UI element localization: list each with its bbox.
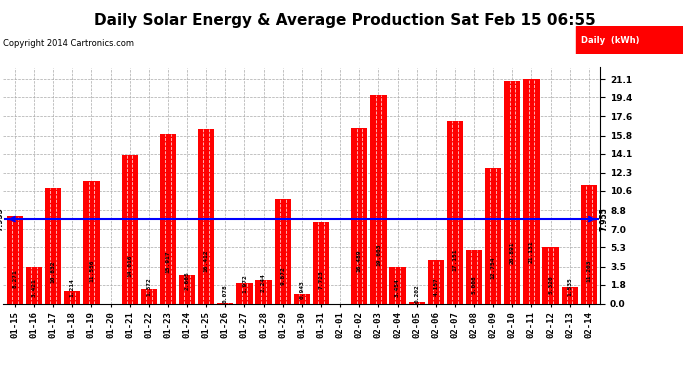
Text: 5.008: 5.008 xyxy=(471,275,477,294)
Bar xyxy=(7,216,23,304)
Text: 19.603: 19.603 xyxy=(376,244,381,266)
Text: 7.955: 7.955 xyxy=(600,207,609,231)
Bar xyxy=(542,247,559,304)
Bar xyxy=(408,302,425,304)
Bar xyxy=(447,121,463,304)
Text: 5.320: 5.320 xyxy=(548,275,553,294)
Bar xyxy=(523,79,540,304)
Text: 21.131: 21.131 xyxy=(529,241,534,263)
Bar xyxy=(121,154,138,304)
Text: 1.972: 1.972 xyxy=(242,274,247,293)
Text: 3.454: 3.454 xyxy=(395,278,400,297)
Text: 1.372: 1.372 xyxy=(146,278,151,297)
Bar xyxy=(576,26,683,54)
Bar xyxy=(83,181,99,304)
Text: 12.754: 12.754 xyxy=(491,257,495,279)
Text: 3.421: 3.421 xyxy=(32,279,37,297)
Text: 14.016: 14.016 xyxy=(127,254,132,277)
Text: 10.832: 10.832 xyxy=(50,261,56,283)
Bar xyxy=(562,287,578,304)
Text: Daily Solar Energy & Average Production Sat Feb 15 06:55: Daily Solar Energy & Average Production … xyxy=(94,13,596,28)
Bar xyxy=(466,251,482,304)
Text: Copyright 2014 Cartronics.com: Copyright 2014 Cartronics.com xyxy=(3,39,135,48)
Text: 16.412: 16.412 xyxy=(204,250,209,272)
Text: 2.244: 2.244 xyxy=(261,273,266,292)
Bar xyxy=(237,283,253,304)
Bar xyxy=(485,168,502,304)
Text: Average  (kWh): Average (kWh) xyxy=(433,36,506,45)
Text: 0.202: 0.202 xyxy=(414,284,419,303)
Text: 7.723: 7.723 xyxy=(319,270,324,289)
Bar xyxy=(504,81,520,304)
Text: 0.943: 0.943 xyxy=(299,280,304,299)
Bar xyxy=(160,134,176,304)
Text: 16.489: 16.489 xyxy=(357,250,362,272)
Bar xyxy=(581,184,597,304)
Text: 11.203: 11.203 xyxy=(586,260,591,282)
Text: 0.078: 0.078 xyxy=(223,285,228,303)
Text: 15.917: 15.917 xyxy=(166,251,170,273)
Text: 11.556: 11.556 xyxy=(89,259,94,282)
Text: 8.271: 8.271 xyxy=(12,269,17,288)
Bar xyxy=(389,267,406,304)
Text: 2.665: 2.665 xyxy=(185,271,190,290)
Bar xyxy=(179,275,195,304)
Bar xyxy=(217,303,233,304)
Bar xyxy=(371,95,386,304)
Bar xyxy=(351,128,367,304)
Text: 17.151: 17.151 xyxy=(453,248,457,271)
Text: Daily  (kWh): Daily (kWh) xyxy=(581,36,640,45)
Bar xyxy=(141,289,157,304)
Bar xyxy=(198,129,215,304)
Text: 20.891: 20.891 xyxy=(510,241,515,264)
Bar xyxy=(294,294,310,304)
Bar xyxy=(255,280,272,304)
Bar xyxy=(313,222,329,304)
Text: 7.955: 7.955 xyxy=(0,207,4,231)
Bar xyxy=(45,189,61,304)
Bar xyxy=(428,260,444,304)
Text: 1.535: 1.535 xyxy=(567,277,572,296)
Bar xyxy=(64,291,81,304)
Bar xyxy=(275,199,291,304)
Text: 4.157: 4.157 xyxy=(433,277,438,296)
Text: 1.214: 1.214 xyxy=(70,279,75,297)
Text: 9.872: 9.872 xyxy=(280,266,285,285)
Bar xyxy=(26,267,42,304)
